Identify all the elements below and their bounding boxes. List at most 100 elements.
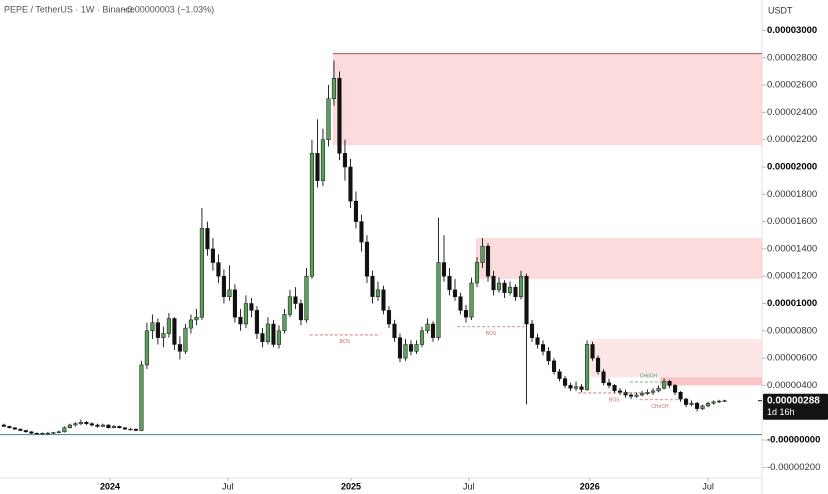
candle-body (397, 337, 403, 359)
candle-body (375, 289, 381, 297)
candle-body (188, 319, 193, 329)
y-tick-label: 0.00002800 (767, 52, 817, 63)
countdown: 1d 16h (767, 407, 795, 417)
candle-body (260, 333, 265, 342)
candle-body (717, 400, 722, 403)
y-tick-label: -0.00000000 (767, 435, 820, 446)
candle-body (139, 364, 144, 431)
currency: USDT (768, 5, 793, 15)
candle-body (535, 337, 540, 345)
candle-body (227, 289, 232, 297)
candle-body (474, 262, 480, 284)
candle-body (106, 424, 111, 429)
candle-body (695, 402, 700, 409)
candle-body (496, 282, 502, 291)
y-tick-label: 0.00002000 (767, 161, 817, 172)
price-change: −0.00000003 (−1.03%) (122, 4, 214, 14)
candle-body (326, 98, 331, 140)
last-price-box (763, 393, 828, 420)
candle-body (617, 390, 623, 393)
candle-body (238, 316, 243, 325)
candle-body (1, 424, 6, 427)
candle-body (502, 282, 507, 293)
candle-body (584, 344, 590, 390)
candle-body (194, 316, 199, 321)
y-tick-label: 0.00001000 (767, 298, 817, 309)
supply-zone (660, 377, 762, 386)
candle-body (183, 327, 188, 352)
candle-body (518, 275, 524, 297)
candle-body (639, 393, 645, 396)
candle-body (568, 385, 573, 389)
annotation-label: BOS (609, 397, 620, 403)
x-tick-label: Jul (702, 481, 714, 491)
candle-body (441, 262, 447, 277)
supply-zone (332, 53, 762, 146)
candle-body (507, 286, 513, 293)
candle-body (546, 351, 551, 362)
candle-body (419, 330, 425, 345)
candle-body (601, 371, 606, 383)
candle-body (271, 323, 276, 345)
candle-body (337, 77, 342, 154)
candle-body (276, 330, 282, 345)
candle-body (386, 310, 392, 325)
annotation-label: BOS (340, 339, 351, 345)
candle-body (150, 322, 155, 332)
candle-body (172, 318, 177, 345)
candle-body (673, 385, 678, 393)
candle-body (684, 398, 689, 405)
y-tick-label: 0.00003000 (767, 25, 817, 36)
y-tick-label: 0.00002200 (767, 134, 817, 145)
candle-body (364, 241, 370, 277)
candle-body (12, 427, 17, 430)
candle-body (29, 431, 34, 434)
candle-body (177, 344, 182, 352)
y-tick-label: 0.00001400 (767, 243, 817, 254)
candle-body (84, 422, 89, 424)
candle-body (34, 432, 39, 435)
candle-body (221, 275, 226, 297)
candle-body (89, 423, 94, 426)
candle-body (557, 371, 562, 379)
candle-body (430, 323, 436, 338)
y-tick-label: 0.00001200 (767, 271, 817, 282)
candle-body (491, 275, 496, 291)
candle-body (595, 357, 601, 373)
candle-body (282, 314, 287, 332)
y-tick-label: 0.00000600 (767, 353, 817, 364)
candle-body (452, 289, 458, 297)
candle-body (513, 286, 518, 297)
candle-body (656, 387, 661, 392)
candle-body (265, 323, 271, 342)
candle-body (689, 402, 694, 405)
y-tick-label: 0.00002400 (767, 107, 817, 118)
candle-body (408, 344, 414, 352)
candle-body (18, 428, 23, 431)
candle-body (78, 422, 83, 424)
candle-body (298, 303, 304, 321)
candle-body (122, 427, 127, 430)
annotation-label: CHoCH (640, 373, 658, 379)
candle-body (711, 401, 716, 404)
candle-body (7, 426, 12, 429)
candle-body (381, 289, 386, 311)
candle-body (45, 432, 50, 435)
candle-body (573, 386, 579, 389)
candle-body (392, 323, 397, 338)
candle-body (700, 405, 705, 409)
candle-body (458, 296, 463, 311)
y-tick-label: -0.00000200 (767, 462, 820, 473)
candle-body (524, 275, 529, 325)
x-tick-label: Jul (222, 481, 234, 491)
candle-body (370, 275, 375, 297)
candle-body (23, 430, 28, 433)
annotation-label: CHoCH (651, 404, 669, 410)
candle-body (309, 153, 315, 277)
x-tick-label: Jul (463, 481, 475, 491)
candle-body (353, 200, 359, 222)
candle-body (155, 322, 160, 338)
candle-body (403, 344, 408, 359)
y-tick-label: 0.00000400 (767, 380, 817, 391)
candle-body (623, 392, 628, 396)
